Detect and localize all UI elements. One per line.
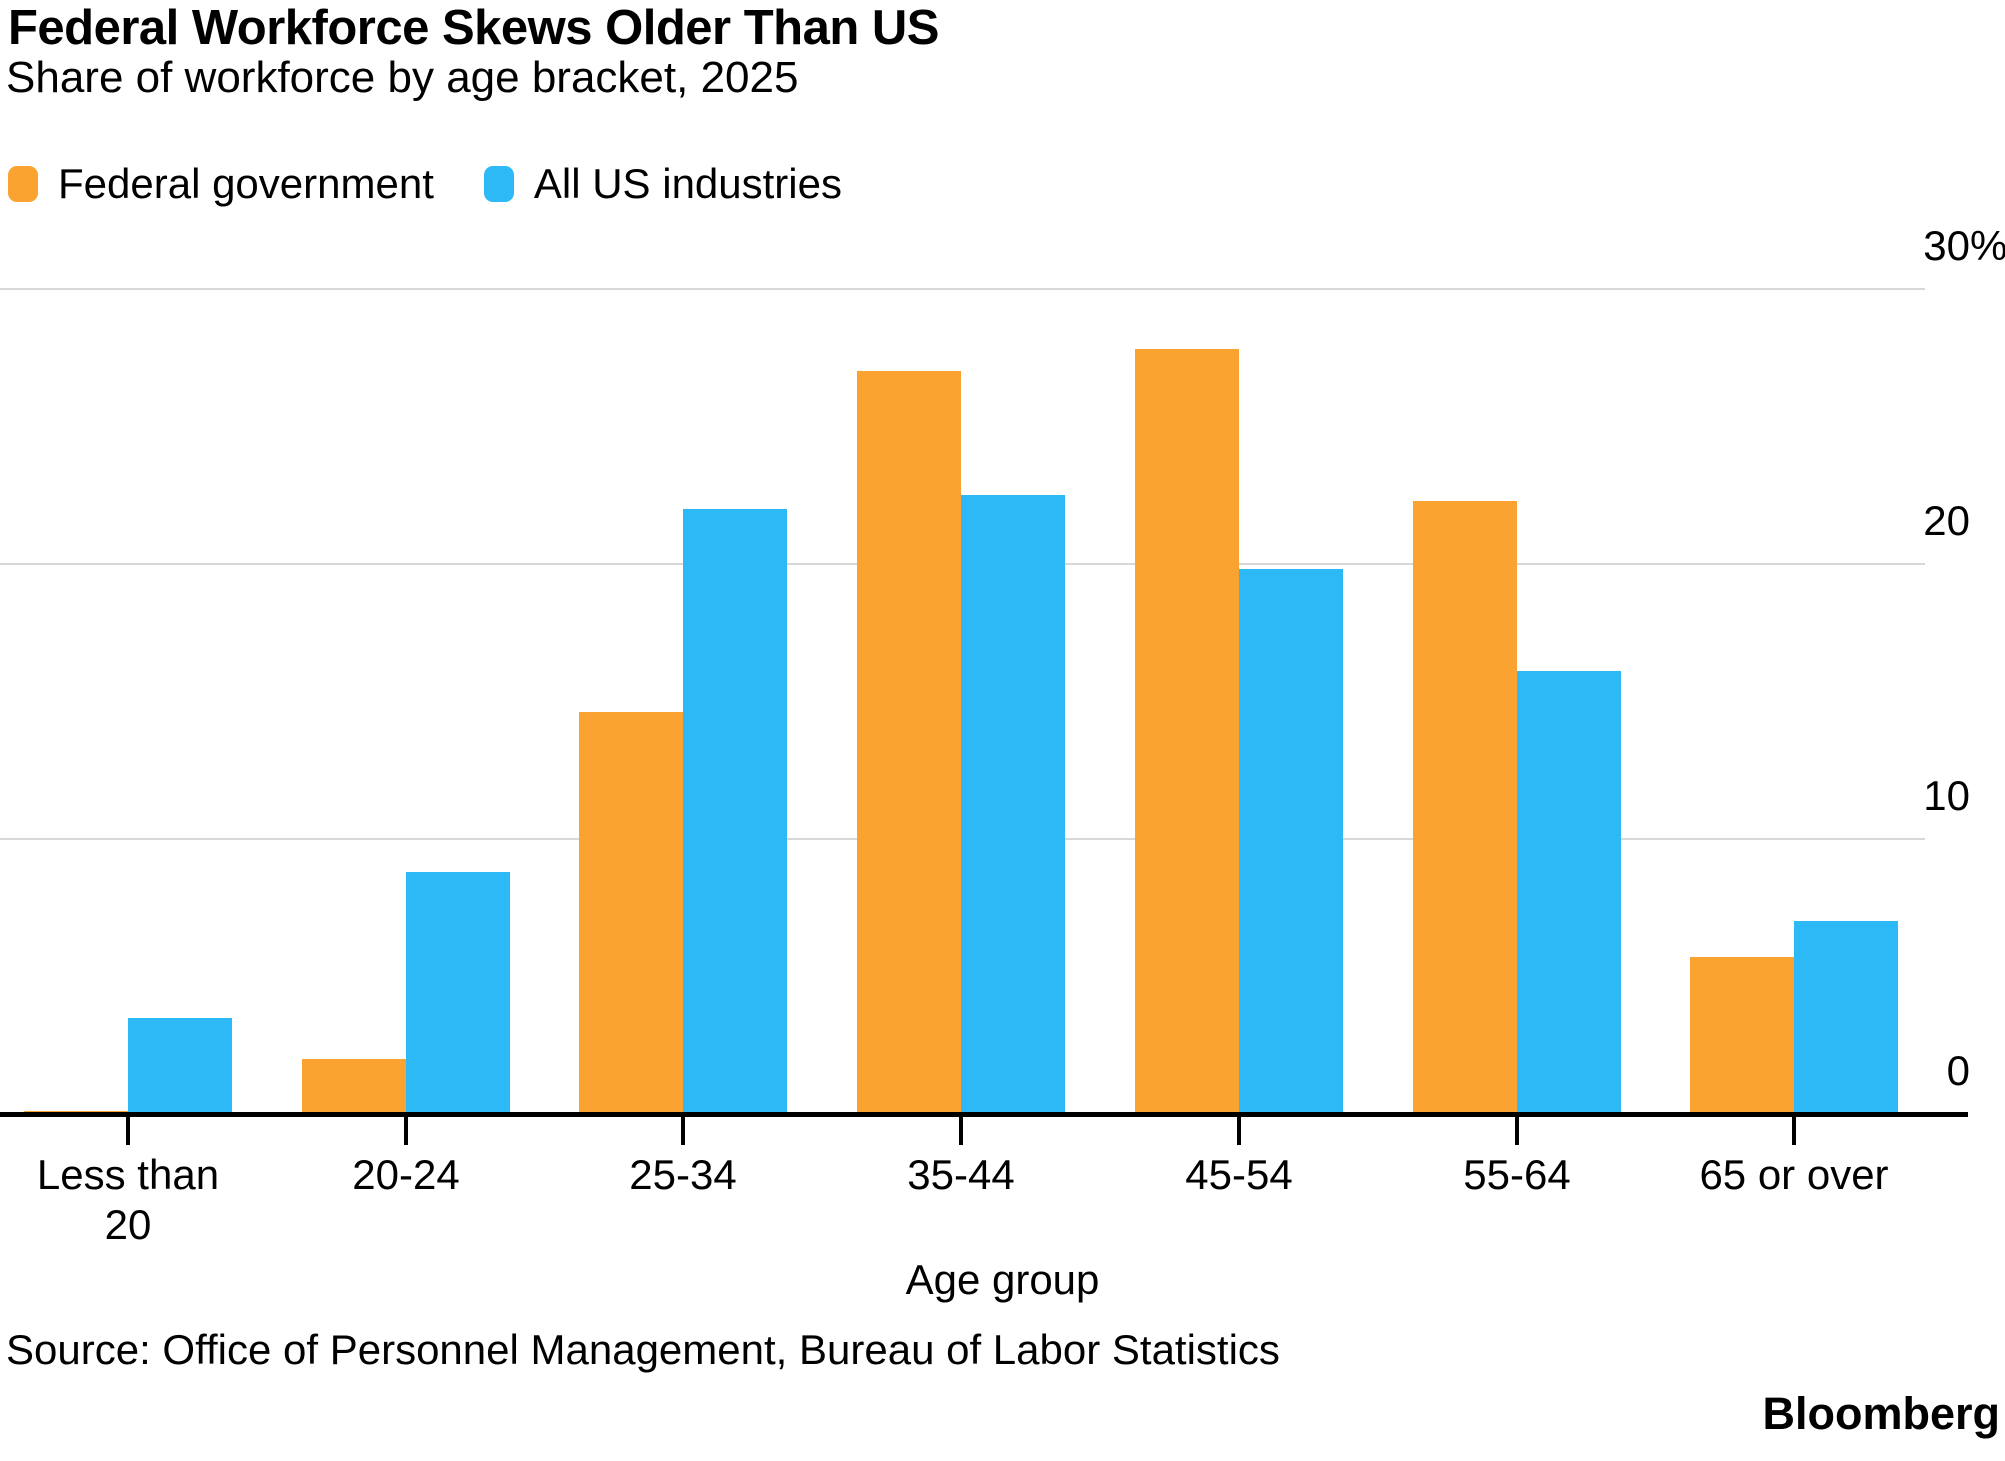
bar-federal-65-or-over bbox=[1690, 957, 1794, 1114]
x-axis-tick-label-3: 25-34 bbox=[629, 1151, 737, 1198]
gridline-30 bbox=[0, 288, 1925, 290]
x-axis-tick-label-1: Less than 20 bbox=[36, 1151, 220, 1248]
x-axis-tick-mark bbox=[959, 1117, 963, 1145]
legend-label-federal: Federal government bbox=[58, 160, 434, 207]
bar-federal-35-44 bbox=[857, 371, 961, 1114]
x-axis-tick-mark bbox=[1792, 1117, 1796, 1145]
bar-all-us-25-34 bbox=[683, 509, 787, 1114]
x-axis-line bbox=[0, 1112, 1968, 1117]
legend-item-federal: Federal government bbox=[8, 160, 434, 208]
bar-all-us-65-or-over bbox=[1794, 921, 1898, 1114]
x-axis-tick-mark bbox=[1515, 1117, 1519, 1145]
x-axis-tick-mark bbox=[126, 1117, 130, 1145]
x-axis-tick-mark bbox=[681, 1117, 685, 1145]
legend-swatch-all-us bbox=[483, 166, 514, 202]
x-axis-tick-label-4: 35-44 bbox=[907, 1151, 1015, 1198]
x-axis-tick-label-5: 45-54 bbox=[1185, 1151, 1293, 1198]
bar-federal-20-24 bbox=[302, 1059, 406, 1114]
page-subtitle: Share of workforce by age bracket, 2025 bbox=[6, 53, 799, 102]
x-axis-tick-mark bbox=[1237, 1117, 1241, 1145]
legend-item-all-us: All US industries bbox=[483, 160, 842, 208]
bar-all-us-55-64 bbox=[1517, 671, 1621, 1114]
bloomberg-logo: Bloomberg bbox=[1762, 1388, 2000, 1439]
x-axis-tick-label-2: 20-24 bbox=[352, 1151, 460, 1198]
x-axis-title: Age group bbox=[905, 1256, 1100, 1303]
bar-all-us-less-than-20 bbox=[128, 1018, 232, 1114]
source-note: Source: Office of Personnel Management, … bbox=[6, 1326, 1280, 1373]
bar-all-us-35-44 bbox=[961, 495, 1065, 1114]
bar-federal-45-54 bbox=[1135, 349, 1239, 1114]
x-axis-tick-label-7: 65 or over bbox=[1699, 1151, 1889, 1198]
bar-all-us-45-54 bbox=[1239, 569, 1343, 1114]
bar-federal-55-64 bbox=[1413, 501, 1517, 1114]
page-title: Federal Workforce Skews Older Than US bbox=[8, 1, 939, 55]
y-axis-tick-label-0: 0 bbox=[1946, 1047, 1970, 1094]
legend-label-all-us: All US industries bbox=[533, 160, 842, 207]
percent-sign: % bbox=[1970, 222, 2005, 269]
x-axis-tick-label-6: 55-64 bbox=[1463, 1151, 1571, 1198]
legend-swatch-federal bbox=[8, 166, 38, 202]
bar-all-us-20-24 bbox=[406, 872, 510, 1114]
y-axis-tick-label-30: 30% bbox=[1923, 223, 2005, 269]
bar-federal-25-34 bbox=[579, 712, 683, 1114]
y-axis-tick-label-20: 20 bbox=[1923, 497, 1970, 544]
legend: Federal government All US industries bbox=[8, 160, 842, 208]
x-axis-tick-mark bbox=[404, 1117, 408, 1145]
y-axis-tick-label-10: 10 bbox=[1923, 772, 1970, 819]
